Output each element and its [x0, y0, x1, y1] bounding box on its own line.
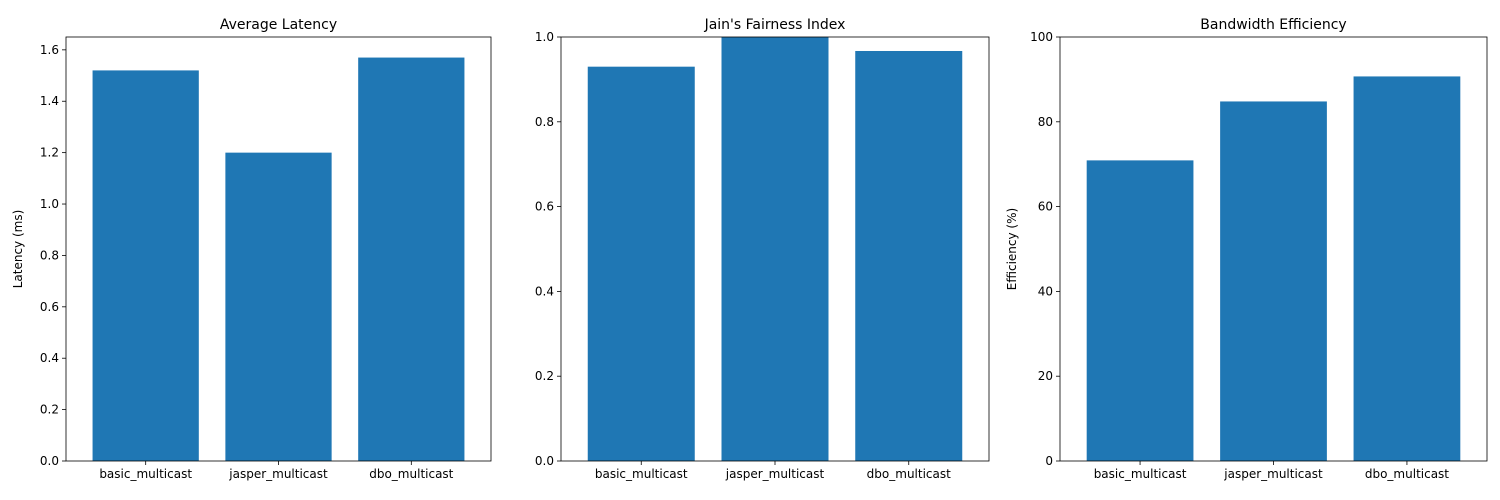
y-tick-label: 1.2 — [40, 146, 59, 160]
y-tick-label: 0.6 — [535, 200, 554, 214]
y-axis-label: Efficiency (%) — [1005, 208, 1019, 290]
y-axis-label: Latency (ms) — [11, 210, 25, 289]
y-tick-label: 0.0 — [535, 454, 554, 468]
bar-dbo_multicast — [855, 50, 963, 462]
chart-title: Bandwidth Efficiency — [1200, 17, 1346, 33]
chart-title: Jain's Fairness Index — [704, 17, 846, 33]
x-tick-label: dbo_multicast — [369, 467, 453, 481]
y-tick-label: 0.0 — [40, 454, 59, 468]
y-tick-label: 100 — [1030, 30, 1053, 44]
y-tick-label: 0.8 — [40, 248, 59, 262]
bar-dbo_multicast — [1353, 76, 1461, 462]
y-tick-label: 0.6 — [40, 300, 59, 314]
y-tick-label: 80 — [1038, 115, 1053, 129]
x-tick-label: basic_multicast — [595, 467, 688, 481]
bar-basic_multicast — [587, 66, 695, 462]
chart-title: Average Latency — [220, 17, 337, 33]
x-tick-label: jasper_multicast — [725, 467, 825, 481]
y-tick-label: 0 — [1045, 454, 1053, 468]
y-tick-label: 0.2 — [40, 403, 59, 417]
x-tick-label: dbo_multicast — [867, 467, 951, 481]
y-tick-label: 60 — [1038, 200, 1053, 214]
bar-jasper_multicast — [225, 152, 332, 461]
y-tick-label: 0.2 — [535, 369, 554, 383]
bar-dbo_multicast — [358, 57, 465, 462]
chart-panel-2: 0.0 0.2 0.4 0.6 0.8 1.0 basic_multicast jasper_… — [535, 17, 990, 481]
bar-jasper_multicast — [1220, 101, 1327, 461]
y-tick-label: 1.4 — [40, 94, 59, 108]
y-tick-label: 1.6 — [40, 43, 59, 57]
y-tick-label: 0.4 — [535, 284, 554, 298]
y-tick-label: 0.8 — [535, 115, 554, 129]
chart-panel-3: 0 20 40 60 80 100 basic_multicast jasper_multic… — [1005, 17, 1488, 481]
bar-jasper_multicast — [721, 37, 829, 461]
y-tick-label: 1.0 — [40, 197, 59, 211]
chart-panel-1: 0.0 0.2 0.4 0.6 0.8 1.0 1.2 1.4 1.6 basic_multica… — [11, 17, 492, 481]
bar-basic_multicast — [1086, 160, 1194, 461]
x-tick-label: jasper_multicast — [1223, 467, 1323, 481]
x-tick-label: basic_multicast — [1094, 467, 1187, 481]
y-tick-label: 1.0 — [535, 30, 554, 44]
y-tick-label: 20 — [1038, 369, 1053, 383]
x-tick-label: basic_multicast — [99, 467, 192, 481]
y-tick-label: 40 — [1038, 284, 1053, 298]
x-tick-label: jasper_multicast — [228, 467, 328, 481]
x-tick-label: dbo_multicast — [1365, 467, 1449, 481]
y-tick-label: 0.4 — [40, 351, 59, 365]
bar-basic_multicast — [92, 70, 199, 461]
